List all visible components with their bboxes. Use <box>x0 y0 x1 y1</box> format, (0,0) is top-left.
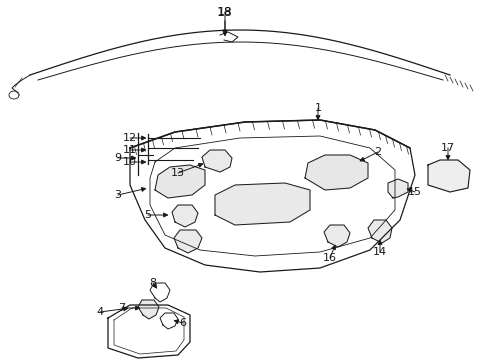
Polygon shape <box>305 155 367 190</box>
Polygon shape <box>155 165 204 198</box>
Text: 5: 5 <box>144 210 151 220</box>
Text: 13: 13 <box>171 168 184 178</box>
Text: 4: 4 <box>96 307 103 317</box>
Polygon shape <box>427 160 469 192</box>
Text: 7: 7 <box>118 303 125 313</box>
Text: 11: 11 <box>123 145 137 155</box>
Text: 6: 6 <box>179 318 186 328</box>
Polygon shape <box>387 179 407 198</box>
Polygon shape <box>172 205 198 227</box>
Text: 18: 18 <box>217 5 232 18</box>
Text: 3: 3 <box>114 190 121 200</box>
Polygon shape <box>138 300 159 319</box>
Text: 14: 14 <box>372 247 386 257</box>
Polygon shape <box>202 150 231 172</box>
Text: 1: 1 <box>314 103 321 113</box>
Text: 18: 18 <box>218 7 232 17</box>
Text: 16: 16 <box>323 253 336 263</box>
Polygon shape <box>215 183 309 225</box>
Text: 12: 12 <box>122 133 137 143</box>
Text: 8: 8 <box>149 278 156 288</box>
Text: 10: 10 <box>123 157 137 167</box>
Text: 9: 9 <box>114 153 122 163</box>
Polygon shape <box>174 230 202 253</box>
Text: 15: 15 <box>407 187 421 197</box>
Polygon shape <box>324 225 349 247</box>
Text: 2: 2 <box>374 147 381 157</box>
Text: 17: 17 <box>440 143 454 153</box>
Polygon shape <box>367 220 391 243</box>
